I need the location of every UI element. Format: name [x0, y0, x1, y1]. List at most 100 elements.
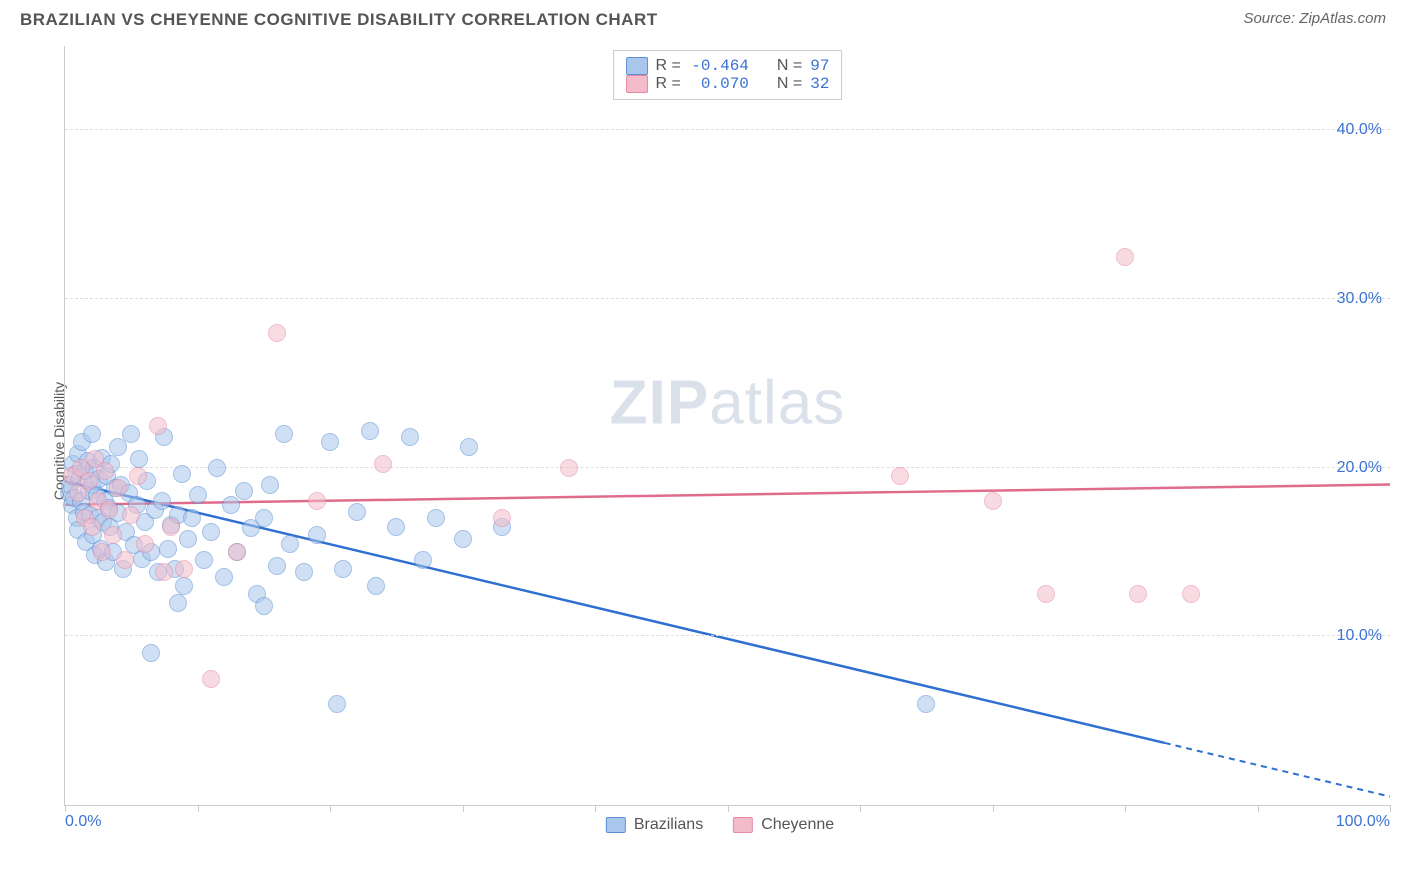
- watermark: ZIPatlas: [610, 367, 845, 438]
- data-point: [202, 523, 220, 541]
- x-tick: [1258, 805, 1259, 812]
- legend-swatch: [606, 817, 626, 833]
- data-point: [414, 551, 432, 569]
- data-point: [208, 459, 226, 477]
- legend-swatch: [626, 57, 648, 75]
- data-point: [334, 560, 352, 578]
- data-point: [235, 482, 253, 500]
- data-point: [984, 492, 1002, 510]
- data-point: [149, 417, 167, 435]
- data-point: [427, 509, 445, 527]
- data-point: [560, 459, 578, 477]
- data-point: [96, 462, 114, 480]
- data-point: [109, 438, 127, 456]
- x-tick: [330, 805, 331, 812]
- legend-r-value: -0.464: [689, 57, 749, 75]
- data-point: [328, 695, 346, 713]
- data-point: [129, 467, 147, 485]
- data-point: [454, 530, 472, 548]
- legend-row: R =-0.464N =97: [626, 57, 830, 75]
- data-point: [367, 577, 385, 595]
- y-tick-label: 20.0%: [1337, 459, 1382, 477]
- data-point: [153, 492, 171, 510]
- legend-row: R = 0.070 N = 32: [626, 75, 830, 93]
- data-point: [891, 467, 909, 485]
- data-point: [93, 543, 111, 561]
- legend-n-label: N =: [777, 75, 802, 93]
- legend-swatch: [733, 817, 753, 833]
- data-point: [401, 428, 419, 446]
- data-point: [183, 509, 201, 527]
- data-point: [122, 425, 140, 443]
- legend-r-label: R =: [656, 57, 681, 75]
- data-point: [80, 472, 98, 490]
- data-point: [195, 551, 213, 569]
- x-tick: [198, 805, 199, 812]
- data-point: [202, 670, 220, 688]
- legend-r-label: R =: [656, 75, 681, 93]
- source-text: Source: ZipAtlas.com: [1243, 10, 1386, 27]
- data-point: [162, 518, 180, 536]
- data-point: [122, 506, 140, 524]
- legend-r-value: 0.070: [689, 75, 749, 93]
- data-point: [255, 509, 273, 527]
- data-point: [83, 518, 101, 536]
- data-point: [308, 526, 326, 544]
- data-point: [261, 476, 279, 494]
- data-point: [155, 563, 173, 581]
- trend-lines: [65, 46, 1390, 805]
- legend-n-value: 32: [810, 75, 829, 93]
- grid-line: [65, 635, 1390, 636]
- data-point: [361, 422, 379, 440]
- x-tick: [728, 805, 729, 812]
- data-point: [460, 438, 478, 456]
- chart-title: BRAZILIAN VS CHEYENNE COGNITIVE DISABILI…: [20, 10, 658, 30]
- x-tick: [993, 805, 994, 812]
- legend-swatch: [626, 75, 648, 93]
- data-point: [268, 324, 286, 342]
- data-point: [1037, 585, 1055, 603]
- data-point: [179, 530, 197, 548]
- data-point: [275, 425, 293, 443]
- x-tick: [860, 805, 861, 812]
- data-point: [104, 526, 122, 544]
- legend-series-name: Cheyenne: [761, 816, 834, 834]
- grid-line: [65, 129, 1390, 130]
- series-legend: Brazilians Cheyenne: [606, 816, 834, 834]
- data-point: [100, 501, 118, 519]
- data-point: [83, 425, 101, 443]
- data-point: [917, 695, 935, 713]
- y-tick-label: 40.0%: [1337, 121, 1382, 139]
- legend-series-name: Brazilians: [634, 816, 703, 834]
- data-point: [321, 433, 339, 451]
- chart-container: Cognitive Disability ZIPatlas R =-0.464N…: [50, 46, 1390, 836]
- data-point: [308, 492, 326, 510]
- data-point: [142, 644, 160, 662]
- plot-area: ZIPatlas R =-0.464N =97R =0.070N =32 10.…: [64, 46, 1390, 806]
- data-point: [255, 597, 273, 615]
- y-tick-label: 30.0%: [1337, 290, 1382, 308]
- data-point: [175, 577, 193, 595]
- data-point: [374, 455, 392, 473]
- x-tick: [65, 805, 66, 812]
- data-point: [130, 450, 148, 468]
- data-point: [1129, 585, 1147, 603]
- data-point: [116, 551, 134, 569]
- legend-item: Brazilians: [606, 816, 703, 834]
- legend-item: Cheyenne: [733, 816, 834, 834]
- x-tick: [1390, 805, 1391, 812]
- data-point: [109, 479, 127, 497]
- data-point: [169, 594, 187, 612]
- legend-n-label: N =: [777, 57, 802, 75]
- data-point: [268, 557, 286, 575]
- data-point: [215, 568, 233, 586]
- x-tick: [595, 805, 596, 812]
- data-point: [1182, 585, 1200, 603]
- data-point: [175, 560, 193, 578]
- x-tick: [463, 805, 464, 812]
- y-tick-label: 10.0%: [1337, 627, 1382, 645]
- data-point: [295, 563, 313, 581]
- data-point: [189, 486, 207, 504]
- x-tick: [1125, 805, 1126, 812]
- data-point: [387, 518, 405, 536]
